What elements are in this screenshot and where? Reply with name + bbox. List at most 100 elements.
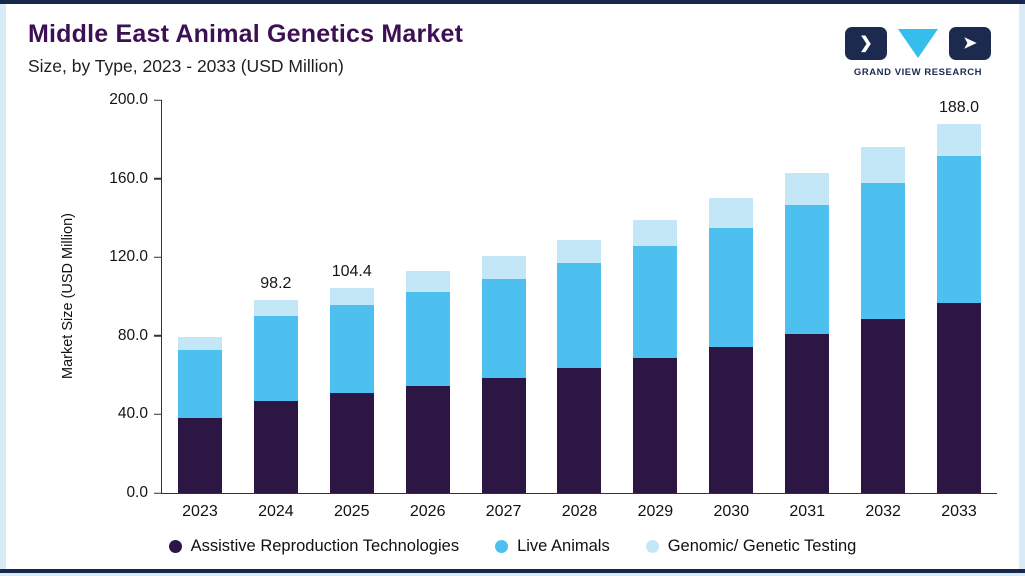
bar-segment-genomic-genetic-testing xyxy=(937,123,982,157)
x-axis-label-2025: 2025 xyxy=(333,503,370,520)
stacked-bar-2023 xyxy=(177,336,222,493)
x-axis-label-2031: 2031 xyxy=(789,503,825,520)
bar-segment-assistive-reproduction-technologies xyxy=(937,303,982,493)
bar-group-2028: 2028 xyxy=(542,100,618,520)
bar-segment-genomic-genetic-testing xyxy=(405,271,450,292)
bar-group-2032: 2032 xyxy=(845,100,921,520)
bar-group-2029: 2029 xyxy=(617,100,693,520)
y-axis-title: Market Size (USD Million) xyxy=(60,213,76,379)
bar-segment-genomic-genetic-testing xyxy=(633,219,678,247)
stacked-bar-2030 xyxy=(709,198,754,493)
stacked-bar-2028 xyxy=(557,239,602,493)
bar-segment-assistive-reproduction-technologies xyxy=(481,378,526,493)
chevron-right-icon: ❯ xyxy=(859,35,873,52)
header: Middle East Animal Genetics Market Size,… xyxy=(28,20,463,77)
y-tick-mark xyxy=(154,177,162,180)
bottom-border-bar xyxy=(0,569,1025,573)
bar-group-2027: 2027 xyxy=(466,100,542,520)
x-axis-label-2023: 2023 xyxy=(182,503,218,520)
bar-total-label: 188.0 xyxy=(938,98,980,116)
chart-card: Middle East Animal Genetics Market Size,… xyxy=(6,0,1019,573)
y-tick-label: 200.0 xyxy=(109,91,148,108)
bar-group-2030: 2030 xyxy=(693,100,769,520)
logo-wordmark: GRAND VIEW RESEARCH xyxy=(853,67,983,78)
stacked-bar-2024 xyxy=(253,300,298,493)
stacked-bar-2026 xyxy=(405,271,450,493)
legend-dot-icon xyxy=(168,540,182,553)
stacked-bar-2033 xyxy=(937,123,982,493)
y-tick-label: 80.0 xyxy=(117,326,148,344)
bar-segment-assistive-reproduction-technologies xyxy=(557,368,602,493)
page-title: Middle East Animal Genetics Market xyxy=(28,20,464,48)
y-tick-label: 120.0 xyxy=(109,248,148,266)
bar-segment-assistive-reproduction-technologies xyxy=(709,346,754,493)
x-axis-label-2032: 2032 xyxy=(865,503,901,520)
bar-group-2025: 104.4 2025 xyxy=(314,100,390,520)
y-tick-mark xyxy=(154,99,162,101)
stacked-bar-2027 xyxy=(481,256,526,493)
x-axis-label-2027: 2027 xyxy=(485,503,522,520)
chart-subtitle: Size, by Type, 2023 - 2033 (USD Million) xyxy=(28,56,344,76)
bar-segment-assistive-reproduction-technologies xyxy=(633,358,678,493)
bar-segment-live-animals xyxy=(557,263,602,369)
bar-group-2031: 2031 xyxy=(769,100,845,520)
y-tick-label: 0.0 xyxy=(126,484,148,501)
x-axis-label-2033: 2033 xyxy=(941,503,977,520)
bar-segment-assistive-reproduction-technologies xyxy=(405,385,450,493)
bar-segment-live-animals xyxy=(785,205,830,334)
y-tick-mark xyxy=(154,335,162,337)
stacked-bar-2031 xyxy=(785,172,830,493)
legend-dot-icon xyxy=(645,540,659,553)
bars-container: 2023 98.2 2024 104.4 2025 2026 2027 2028 2029 203… xyxy=(162,98,997,520)
logo-marks: ❯ ➤ xyxy=(845,26,991,60)
y-tick-mark xyxy=(154,413,162,416)
bar-segment-live-animals xyxy=(937,156,982,304)
bar-total-label: 98.2 xyxy=(260,275,292,293)
x-axis-label-2024: 2024 xyxy=(258,503,294,520)
y-tick-mark xyxy=(154,256,162,258)
bar-segment-genomic-genetic-testing xyxy=(709,198,754,228)
bar-segment-live-animals xyxy=(405,291,450,386)
bar-group-2033: 188.0 2033 xyxy=(921,98,997,520)
bar-segment-assistive-reproduction-technologies xyxy=(329,392,374,493)
bar-segment-genomic-genetic-testing xyxy=(253,300,298,317)
bar-segment-live-animals xyxy=(177,349,222,419)
bar-segment-genomic-genetic-testing xyxy=(481,256,526,279)
logo-square-left-icon: ❯ xyxy=(845,26,887,60)
logo-square-right-icon: ➤ xyxy=(949,26,991,60)
bar-segment-genomic-genetic-testing xyxy=(329,287,374,306)
stacked-bar-2032 xyxy=(861,147,906,493)
logo-triangle-icon xyxy=(898,28,938,58)
legend: Assistive Reproduction Technologies Live … xyxy=(6,537,1019,556)
bar-segment-genomic-genetic-testing xyxy=(861,147,906,183)
y-tick-mark xyxy=(154,492,162,494)
legend-item-genomic-genetic-testing: Genomic/ Genetic Testing xyxy=(645,537,857,556)
bar-segment-live-animals xyxy=(633,246,678,359)
top-border-bar xyxy=(0,0,1025,4)
legend-item-live-animals: Live Animals xyxy=(495,537,610,556)
x-axis-label-2030: 2030 xyxy=(713,503,750,520)
bar-group-2026: 2026 xyxy=(390,100,466,520)
bar-segment-live-animals xyxy=(709,227,754,347)
bar-group-2024: 98.2 2024 xyxy=(238,100,314,520)
legend-label: Genomic/ Genetic Testing xyxy=(667,537,857,555)
x-axis-label-2026: 2026 xyxy=(409,503,446,520)
bar-segment-genomic-genetic-testing xyxy=(785,172,830,206)
arrow-right-icon: ➤ xyxy=(963,35,977,52)
legend-label: Live Animals xyxy=(517,537,610,555)
x-axis-label-2029: 2029 xyxy=(637,503,674,520)
bar-segment-live-animals xyxy=(861,182,906,320)
grand-view-research-logo: ❯ ➤ GRAND VIEW RESEARCH xyxy=(845,26,991,78)
bar-segment-assistive-reproduction-technologies xyxy=(253,400,298,493)
stacked-bar-2025 xyxy=(329,287,374,493)
bar-segment-live-animals xyxy=(329,305,374,393)
legend-label: Assistive Reproduction Technologies xyxy=(190,537,460,555)
y-tick-label: 160.0 xyxy=(109,169,148,187)
y-tick-label: 40.0 xyxy=(117,405,148,423)
bar-segment-assistive-reproduction-technologies xyxy=(861,319,906,493)
bar-segment-live-animals xyxy=(253,316,298,401)
stacked-bar-2029 xyxy=(633,219,678,493)
x-axis-label-2028: 2028 xyxy=(561,503,598,520)
bar-segment-assistive-reproduction-technologies xyxy=(177,418,222,493)
bar-segment-genomic-genetic-testing xyxy=(557,239,602,264)
